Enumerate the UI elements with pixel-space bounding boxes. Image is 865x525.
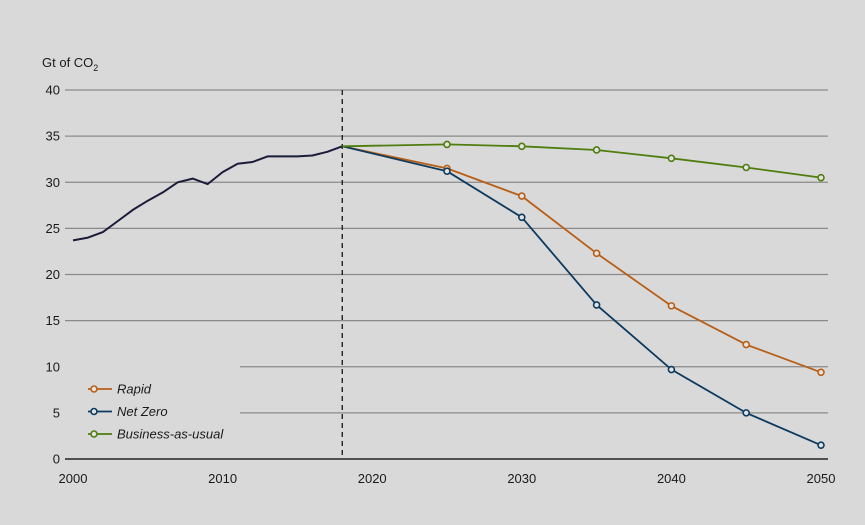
data-point-net-zero-2025 [443, 167, 451, 175]
data-point-rapid-2030 [517, 192, 526, 200]
legend-marker-rapid [90, 385, 98, 393]
legend-item-business-as-usual: Business-as-usual [88, 427, 224, 442]
x-tick-label-2020: 2020 [358, 471, 387, 486]
y-axis-unit-subscript: 2 [93, 63, 98, 73]
y-tick-label-30: 30 [46, 175, 60, 190]
data-point-business-as-usual-2050 [817, 173, 825, 182]
data-point-net-zero-2045 [742, 409, 751, 417]
data-point-business-as-usual-2045 [742, 163, 751, 172]
legend: Rapid Net Zero Business-as-usual [88, 382, 224, 442]
y-axis-unit-main: Gt of CO [42, 55, 93, 70]
y-tick-label-40: 40 [46, 83, 60, 98]
x-tick-label-2040: 2040 [657, 471, 686, 486]
legend-marker-business-as-usual [90, 430, 98, 438]
data-point-rapid-2050 [817, 368, 825, 377]
historical-emissions-line [72, 145, 343, 242]
data-point-net-zero-2050 [817, 441, 825, 449]
data-point-business-as-usual-2035 [592, 146, 601, 154]
legend-label-rapid: Rapid [117, 382, 152, 397]
legend-label-business-as-usual: Business-as-usual [117, 427, 224, 442]
legend-label-net-zero: Net Zero [117, 404, 168, 419]
y-tick-label-25: 25 [46, 221, 60, 236]
data-point-business-as-usual-2030 [517, 142, 526, 151]
legend-item-net-zero: Net Zero [88, 404, 168, 419]
x-tick-label-2000: 2000 [59, 471, 88, 486]
data-point-business-as-usual-2040 [667, 154, 676, 163]
data-point-rapid-2040 [667, 302, 676, 310]
series-line-rapid [342, 145, 822, 374]
data-point-business-as-usual-2025 [443, 140, 451, 149]
y-tick-label-5: 5 [53, 405, 60, 420]
legend-marker-net-zero [90, 407, 98, 416]
legend-item-rapid: Rapid [88, 382, 152, 397]
data-point-rapid-2045 [742, 340, 751, 349]
y-tick-label-0: 0 [53, 452, 60, 467]
y-tick-label-10: 10 [46, 359, 60, 374]
data-point-rapid-2035 [592, 249, 601, 258]
y-axis-unit-label: Gt of CO2 [42, 55, 98, 73]
x-tick-label-2010: 2010 [208, 471, 237, 486]
axis-layer: 0 5 10 15 20 25 30 35 40 2000 2010 2020 2030 2040 2050 [46, 83, 836, 487]
y-tick-label-20: 20 [46, 267, 60, 282]
x-tick-label-2030: 2030 [507, 471, 536, 486]
y-tick-label-15: 15 [46, 313, 60, 328]
y-tick-label-35: 35 [46, 129, 60, 144]
series-layer [72, 140, 825, 449]
x-tick-label-2050: 2050 [807, 471, 836, 486]
series-line-net-zero [342, 145, 822, 447]
data-point-net-zero-2040 [667, 365, 676, 374]
data-point-net-zero-2035 [592, 301, 601, 309]
data-point-net-zero-2030 [517, 213, 526, 222]
grid-layer [65, 89, 828, 460]
